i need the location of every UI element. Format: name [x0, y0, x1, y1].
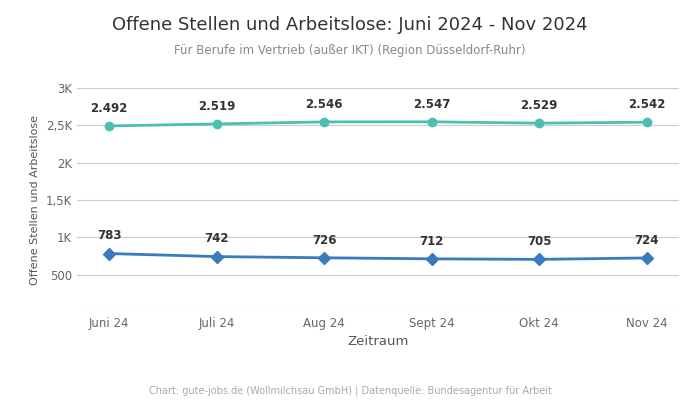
- Text: Chart: gute-jobs.de (Wollmilchsau GmbH) | Datenquelle: Bundesagentur für Arbeit: Chart: gute-jobs.de (Wollmilchsau GmbH) …: [148, 386, 552, 396]
- Text: 2.547: 2.547: [413, 98, 450, 111]
- Text: 2.542: 2.542: [628, 98, 666, 111]
- Text: Für Berufe im Vertrieb (außer IKT) (Region Düsseldorf-Ruhr): Für Berufe im Vertrieb (außer IKT) (Regi…: [174, 44, 526, 57]
- X-axis label: Zeitraum: Zeitraum: [347, 336, 409, 348]
- Text: 783: 783: [97, 230, 122, 242]
- Text: 712: 712: [419, 235, 444, 248]
- Text: 726: 726: [312, 234, 337, 247]
- Text: 705: 705: [527, 235, 552, 248]
- Text: 724: 724: [634, 234, 659, 247]
- Text: 2.546: 2.546: [305, 98, 343, 111]
- Text: 2.492: 2.492: [90, 102, 128, 115]
- Text: Offene Stellen und Arbeitslose: Juni 2024 - Nov 2024: Offene Stellen und Arbeitslose: Juni 202…: [112, 16, 588, 34]
- Text: 2.529: 2.529: [521, 99, 558, 112]
- Y-axis label: Offene Stellen und Arbeitslose: Offene Stellen und Arbeitslose: [30, 115, 41, 285]
- Text: 742: 742: [204, 232, 229, 246]
- Text: 2.519: 2.519: [198, 100, 235, 113]
